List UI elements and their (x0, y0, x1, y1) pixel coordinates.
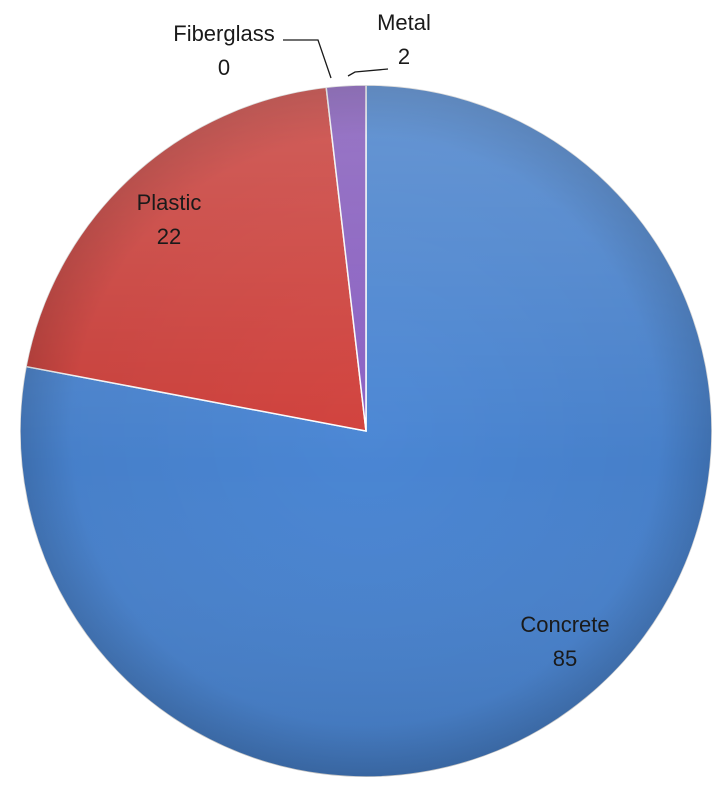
data-label-value-fiberglass: 0 (218, 55, 230, 80)
data-label-name-fiberglass: Fiberglass (173, 21, 274, 46)
data-label-name-metal: Metal (377, 10, 431, 35)
data-labels: Concrete 85 Plastic 22 Fiberglass 0 Metal 2 (137, 10, 610, 671)
data-label-name-concrete: Concrete (520, 612, 609, 637)
data-label-value-metal: 2 (398, 44, 410, 69)
leader-line-metal (347, 68, 389, 77)
data-label-value-concrete: 85 (553, 646, 577, 671)
data-label-value-plastic: 22 (157, 224, 181, 249)
leader-line-fiberglass (283, 39, 332, 79)
data-label-name-plastic: Plastic (137, 190, 202, 215)
leader-lines (283, 39, 389, 79)
pie-slices (19, 84, 713, 778)
